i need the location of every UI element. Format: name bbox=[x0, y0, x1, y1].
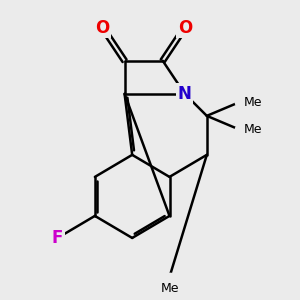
Text: Me: Me bbox=[243, 96, 262, 109]
Text: F: F bbox=[52, 229, 63, 247]
Text: Me: Me bbox=[243, 123, 262, 136]
Text: O: O bbox=[95, 19, 110, 37]
Text: N: N bbox=[178, 85, 192, 103]
Text: Me: Me bbox=[160, 282, 179, 295]
Text: O: O bbox=[178, 19, 192, 37]
